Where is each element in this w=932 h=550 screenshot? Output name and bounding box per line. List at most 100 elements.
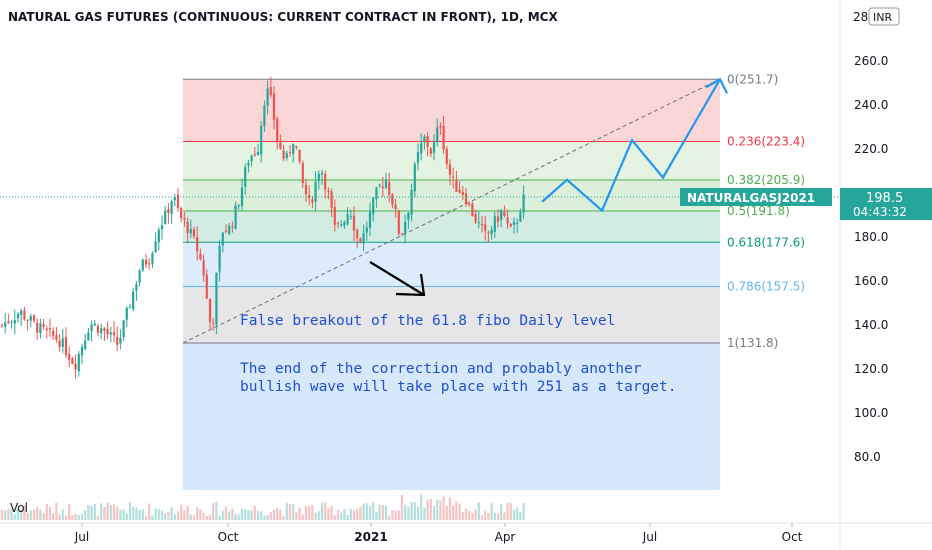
volume-bar <box>340 512 343 520</box>
time-axis[interactable]: Jul Oct 2021 Apr Jul Oct <box>74 523 803 544</box>
volume-bar <box>167 512 170 520</box>
volume-bar <box>327 508 330 520</box>
volume-bar <box>80 514 84 520</box>
volume-bar <box>372 502 375 520</box>
candle-body <box>477 222 480 224</box>
candle-body <box>212 322 215 324</box>
volume-bar <box>48 507 52 520</box>
candle-body <box>378 184 381 186</box>
candle-body <box>410 189 413 215</box>
candle-body <box>125 307 128 320</box>
volume-bar <box>356 508 359 520</box>
volume-bar <box>352 510 356 520</box>
candle-body <box>400 233 404 235</box>
volume-bar <box>61 509 64 520</box>
candle-body <box>311 199 314 203</box>
volume-bar <box>416 506 420 520</box>
candle-body <box>138 270 141 283</box>
volume-bar <box>500 504 503 520</box>
candle-body <box>397 210 400 234</box>
candle-body <box>74 363 77 370</box>
candle-body <box>496 216 500 222</box>
volume-bar <box>253 505 256 520</box>
candle-body <box>157 229 160 243</box>
volume-bar <box>128 502 132 520</box>
candle-body <box>516 222 519 224</box>
volume-bar <box>16 508 20 520</box>
price-tag: 198.5 04:43:32 <box>840 188 932 220</box>
volume-bar <box>4 510 7 520</box>
volume-bar <box>388 515 391 520</box>
volume-bar <box>391 509 394 520</box>
symbol-tag-label: NATURALGASJ2021 <box>687 191 815 205</box>
candle-body <box>362 233 365 244</box>
volume-bar <box>336 509 340 520</box>
candle-body <box>304 185 308 195</box>
candle-body <box>119 337 122 344</box>
candle-body <box>247 162 250 166</box>
volume-bar <box>439 500 442 520</box>
candle-body <box>352 215 356 231</box>
candle-body <box>151 253 154 264</box>
candle-body <box>288 152 292 154</box>
volume-bar <box>359 507 362 520</box>
candle-body <box>484 224 487 231</box>
annotation-correction-line2: bullish wave will take place with 251 as… <box>240 379 677 395</box>
candle-body <box>384 180 388 188</box>
candle-body <box>71 358 74 364</box>
candle-body <box>426 136 429 147</box>
volume-bar <box>487 512 490 520</box>
candle-body <box>23 310 26 320</box>
volume-bar <box>199 509 202 520</box>
candle-body <box>420 143 423 154</box>
candle-body <box>346 214 349 224</box>
candle-body <box>32 315 36 321</box>
volume-bar <box>71 514 74 520</box>
volume-bar <box>160 510 164 520</box>
candle-body <box>266 88 269 106</box>
candle-body <box>314 181 317 202</box>
volume-bar <box>464 508 468 520</box>
fib-zone-0.618 <box>183 242 720 287</box>
candle-body <box>116 337 119 345</box>
candle-body <box>327 190 330 192</box>
volume-bar <box>58 514 61 520</box>
candle-body <box>519 212 522 222</box>
candle-body <box>468 203 471 205</box>
candle-body <box>128 307 132 309</box>
fib-zone-0 <box>183 79 720 142</box>
candle-body <box>36 322 39 333</box>
volume-bar <box>87 505 90 520</box>
volume-bar <box>474 509 477 520</box>
candle-body <box>96 325 100 333</box>
annotation-false-breakout: False breakout of the 61.8 fibo Daily le… <box>240 313 615 329</box>
candle-body <box>301 163 304 183</box>
candle-body <box>103 328 106 331</box>
volume-bar <box>119 509 122 520</box>
candle-body <box>349 216 352 218</box>
volume-bar <box>426 500 429 520</box>
time-axis-tick-5: Oct <box>782 530 803 544</box>
volume-bar <box>292 503 295 520</box>
volume-bar <box>394 511 397 520</box>
candle-body <box>455 179 458 192</box>
candle-body <box>122 320 125 337</box>
currency-badge[interactable]: INR <box>868 7 900 26</box>
price-axis[interactable]: 260.0240.0220.0200.0180.0160.0140.0120.0… <box>854 54 888 464</box>
candle-body <box>196 236 199 252</box>
volume-bar <box>448 497 452 520</box>
price-axis-tick-220.0: 220.0 <box>854 142 888 156</box>
candle-body <box>388 181 391 195</box>
candle-body <box>77 354 80 372</box>
candle-body <box>7 321 10 324</box>
candle-body <box>295 145 298 148</box>
volume-bar <box>23 505 26 520</box>
fib-level-label-0.382: 0.382(205.9) <box>727 173 805 187</box>
volume-bar <box>432 506 436 520</box>
volume-bar <box>231 508 234 520</box>
volume-bar <box>164 513 167 520</box>
candle-body <box>340 224 343 226</box>
candle-body <box>42 323 45 327</box>
price-axis-tick-80.0: 80.0 <box>854 450 881 464</box>
